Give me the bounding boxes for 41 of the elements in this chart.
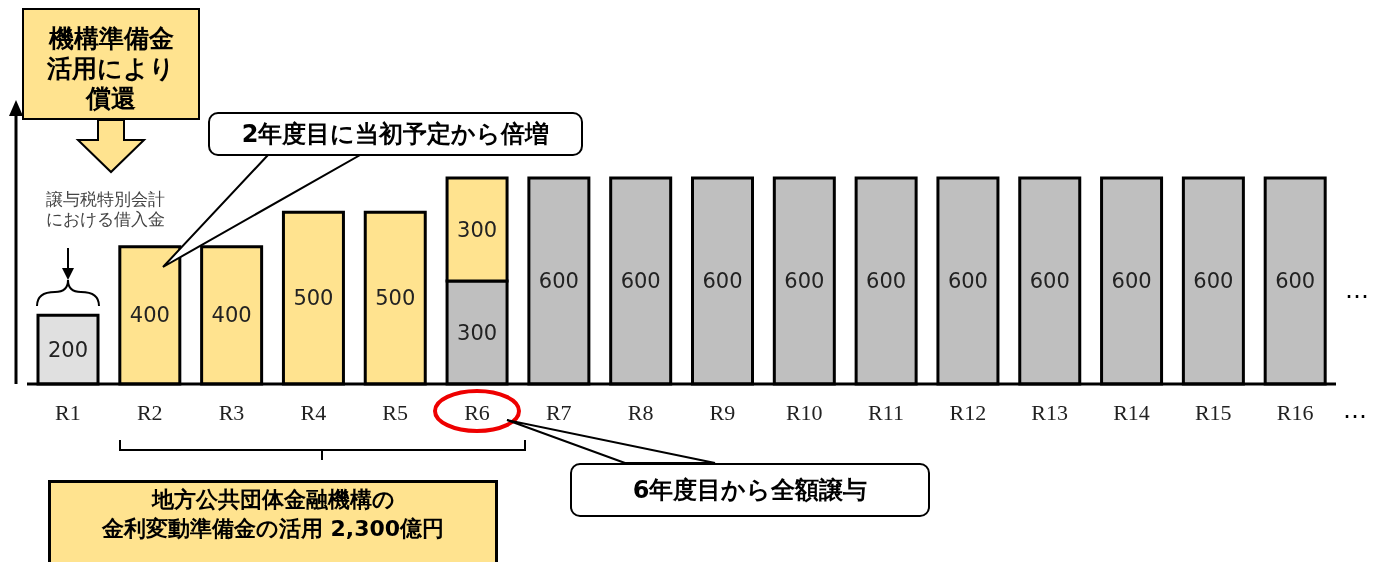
data-label: 600 bbox=[947, 269, 988, 293]
x-tick-label: R5 bbox=[382, 399, 408, 425]
text: … bbox=[1342, 396, 1368, 426]
x-tick-label: R12 bbox=[949, 399, 987, 425]
data-label: 300 bbox=[457, 217, 498, 242]
data-label: 600 bbox=[784, 269, 825, 293]
x-tick-label: R4 bbox=[300, 399, 327, 425]
text: 金利変動準備金の活用 2,300億円 bbox=[100, 516, 446, 543]
x-tick-label: R14 bbox=[1113, 399, 1150, 425]
data-label: 600 bbox=[1275, 269, 1316, 293]
x-tick-label: R3 bbox=[218, 399, 245, 425]
x-tick-label: R10 bbox=[785, 399, 823, 425]
data-label: 400 bbox=[129, 303, 170, 328]
data-label: 200 bbox=[47, 337, 89, 362]
text: 2年度目に当初予定から倍増 bbox=[208, 112, 583, 156]
annotation: 譲与税特別会計における借入金 bbox=[45, 190, 166, 232]
text: 6年度目から全額譲与 bbox=[570, 463, 930, 517]
data-label: 600 bbox=[620, 269, 661, 293]
data-label: 600 bbox=[866, 269, 907, 293]
data-label: 300 bbox=[457, 320, 498, 345]
data-label: 600 bbox=[1193, 269, 1234, 293]
x-tick-label: R13 bbox=[1031, 399, 1068, 425]
data-label: 600 bbox=[538, 269, 579, 293]
x-tick-label: R8 bbox=[627, 399, 654, 425]
data-label: 600 bbox=[1111, 269, 1152, 293]
x-tick-label: R2 bbox=[136, 399, 163, 425]
data-label: 600 bbox=[702, 269, 743, 293]
text: 機構準備金活用により償還 bbox=[22, 8, 200, 120]
x-tick-label: R9 bbox=[709, 399, 736, 425]
text: 地方公共団体金融機構の bbox=[151, 487, 395, 512]
x-tick-label: R15 bbox=[1194, 399, 1232, 425]
text: … bbox=[1344, 276, 1370, 306]
x-tick-label: R7 bbox=[545, 399, 572, 425]
x-tick-label: R1 bbox=[55, 399, 81, 425]
x-tick-label: R6 bbox=[464, 399, 490, 425]
x-tick-label: R16 bbox=[1276, 399, 1314, 425]
data-label: 600 bbox=[1029, 269, 1070, 293]
data-label: 500 bbox=[375, 286, 416, 311]
x-tick-label: R11 bbox=[868, 399, 904, 425]
data-label: 400 bbox=[211, 303, 252, 328]
data-label: 500 bbox=[293, 286, 334, 311]
